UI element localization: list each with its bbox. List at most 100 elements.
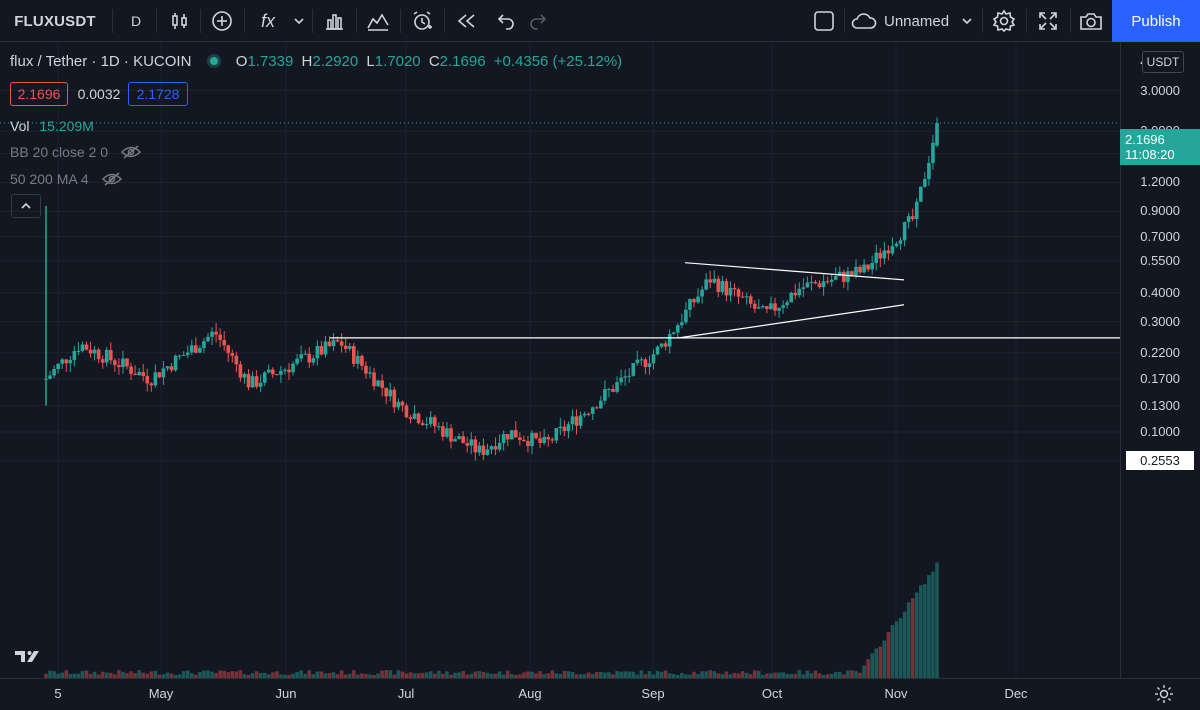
volume-bar [809, 673, 814, 678]
eye-slash-icon[interactable] [101, 171, 123, 187]
candle-body [222, 340, 226, 346]
indicators-button[interactable]: fx [250, 0, 286, 42]
volume-bar [623, 671, 627, 678]
volume-bar [931, 571, 935, 678]
volume-bar [752, 670, 757, 678]
volume-bar [825, 674, 830, 678]
volume-bar [214, 672, 218, 678]
price-tick-label: 0.2200 [1140, 344, 1180, 360]
candle-body [526, 441, 530, 447]
price-tick-label: 0.3000 [1140, 313, 1180, 329]
publish-button[interactable]: Publish [1112, 0, 1200, 42]
tradingview-logo[interactable] [11, 643, 43, 667]
symbol-search-button[interactable]: FLUXUSDT [0, 0, 110, 42]
candle-body [757, 307, 761, 309]
snapshot-button[interactable] [1072, 0, 1110, 42]
ask-price-box[interactable]: 2.1728 [128, 82, 188, 106]
interval-button[interactable]: D [120, 0, 152, 42]
replay-button[interactable] [448, 0, 484, 42]
price-chart[interactable] [0, 42, 1120, 678]
candle-body [372, 372, 376, 387]
compare-symbol-button[interactable] [204, 0, 240, 42]
volume-bar [590, 674, 595, 678]
select-layout-checkbox[interactable] [808, 0, 840, 42]
candle-body [505, 434, 510, 440]
volume-bar [854, 671, 858, 678]
candle-body [408, 417, 413, 419]
candle-body [181, 354, 186, 356]
bollinger-legend[interactable]: BB 20 close 2 0 [10, 144, 142, 160]
collapse-legend-button[interactable] [11, 194, 41, 218]
candle-body [117, 365, 121, 368]
volume-bar [793, 674, 798, 678]
redo-button[interactable] [520, 0, 556, 42]
candle-body [700, 289, 704, 297]
volume-bar [566, 671, 571, 678]
candle-body [659, 343, 664, 347]
candle-body [692, 299, 696, 303]
candle-body [173, 355, 178, 371]
volume-bar [485, 672, 490, 678]
candle-body [910, 216, 915, 219]
candle-body [283, 369, 287, 371]
tradingview-logo-icon [15, 651, 39, 662]
financials-button[interactable] [316, 0, 352, 42]
candle-body [619, 377, 623, 383]
volume-bar [902, 611, 907, 678]
volume-bar [833, 671, 838, 678]
candle-body [858, 266, 862, 273]
volume-bar [736, 673, 741, 678]
indicators-dropdown-button[interactable] [288, 0, 310, 42]
price-tick-label: 0.1000 [1140, 423, 1180, 439]
volume-bar [352, 670, 356, 678]
settings-button[interactable] [986, 0, 1022, 42]
templates-button[interactable] [360, 0, 396, 42]
eye-slash-icon[interactable] [120, 144, 142, 160]
candle-body [319, 346, 324, 355]
volume-bar [846, 670, 850, 678]
volume-bar [141, 672, 145, 678]
fullscreen-icon [1039, 12, 1057, 30]
symbol-legend: flux / Tether · 1D · KUCOIN O1.7339 H2.2… [10, 53, 622, 70]
candle-body [368, 372, 372, 374]
market-open-dot [209, 57, 218, 65]
volume-bar [190, 673, 194, 678]
layout-menu-button[interactable]: Unnamed [850, 0, 980, 42]
volume-bar [279, 674, 283, 678]
volume-bar [505, 670, 510, 678]
candle-body [574, 416, 579, 426]
volume-bar [850, 670, 854, 678]
volume-bar [303, 673, 307, 678]
candle-body [732, 287, 737, 290]
bar-countdown: 11:08:20 [1125, 147, 1175, 162]
volume-bar [477, 671, 482, 678]
candle-body [833, 275, 838, 280]
moving-average-legend[interactable]: 50 200 MA 4 [10, 171, 123, 187]
toolbar-divider [844, 9, 845, 33]
volume-bar [797, 670, 802, 678]
candle-body [76, 351, 81, 353]
camera-icon [1080, 13, 1102, 30]
symbol-label: FLUXUSDT [14, 12, 96, 30]
volume-bar [339, 670, 344, 678]
candle-body [599, 400, 603, 409]
bid-price-box[interactable]: 2.1696 [10, 82, 68, 106]
volume-bar [226, 672, 231, 678]
chart-type-button[interactable] [162, 0, 198, 42]
candle-body [906, 216, 911, 222]
candle-body [226, 345, 231, 354]
currency-button[interactable]: USDT [1142, 51, 1184, 73]
candle-body [141, 371, 145, 377]
volume-bar [347, 673, 352, 678]
alert-button[interactable] [404, 0, 440, 42]
candle-body [445, 428, 449, 437]
volume-bar [109, 672, 113, 678]
fullscreen-button[interactable] [1030, 0, 1066, 42]
time-axis[interactable]: 5 May Jun Jul Aug Sep Oct Nov Dec [0, 678, 1200, 710]
candle-body [902, 221, 907, 241]
volume-legend[interactable]: Vol 15.209M [10, 118, 94, 134]
axis-settings-button[interactable] [1152, 683, 1176, 705]
undo-button[interactable] [488, 0, 524, 42]
candle-body [696, 296, 700, 303]
candle-body [688, 299, 692, 310]
